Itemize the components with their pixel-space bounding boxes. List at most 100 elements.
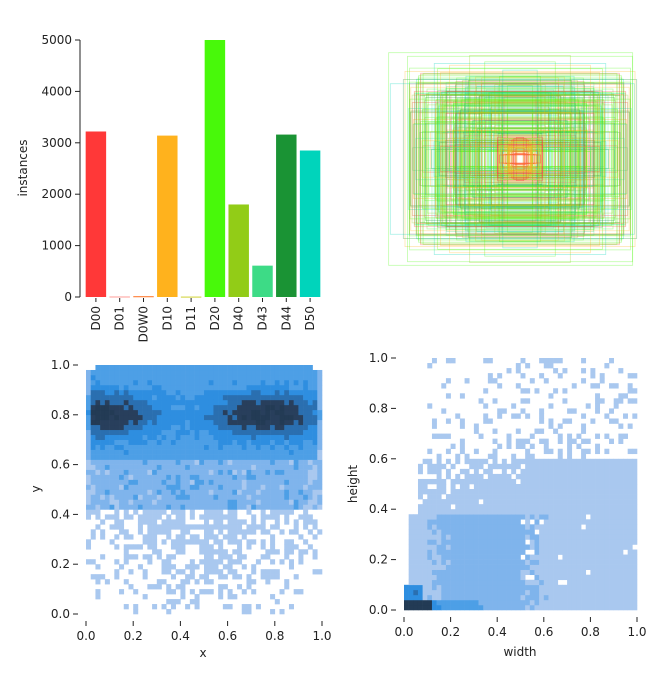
wh-heatmap-cell xyxy=(506,478,512,485)
wh-heatmap-cell xyxy=(511,554,517,560)
wh-heatmap-cell xyxy=(525,504,531,510)
wh-heatmap-cell xyxy=(515,458,521,465)
xy-heatmap-cell xyxy=(255,384,261,391)
wh-heatmap-cell xyxy=(543,448,549,455)
xy-heatmap-cell xyxy=(279,609,285,615)
box-outline xyxy=(460,118,580,200)
xy-heatmap-cell xyxy=(142,369,148,376)
wh-heatmap-cell xyxy=(571,539,577,545)
wh-heatmap-cell xyxy=(627,564,633,570)
bar-x-tick-label: D50 xyxy=(303,306,317,331)
box-outline xyxy=(424,116,616,202)
xy-heatmap-cell xyxy=(123,379,129,386)
box-outline xyxy=(484,61,556,257)
xy-heatmap-cell xyxy=(104,474,110,480)
xy-heatmap-cell xyxy=(213,564,219,570)
wh-heatmap-cell xyxy=(483,478,489,485)
xy-heatmap-cell xyxy=(293,589,299,595)
wh-heatmap-cell xyxy=(599,574,605,581)
box-outline xyxy=(456,111,584,207)
xy-heatmap-cell xyxy=(175,449,181,455)
xy-heatmap-cell xyxy=(303,429,309,436)
wh-heatmap-cell xyxy=(590,383,596,389)
xy-heatmap-cell xyxy=(152,424,158,431)
wh-heatmap-cell xyxy=(497,408,503,414)
xy-heatmap-cell xyxy=(133,424,139,431)
xy-heatmap-cell xyxy=(208,549,214,555)
xy-heatmap-cell xyxy=(194,539,200,545)
box-outline xyxy=(412,124,628,194)
xy-heatmap-cell xyxy=(213,459,219,465)
wh-heatmap-cell xyxy=(408,599,414,606)
xy-heatmap-cell xyxy=(123,489,129,495)
wh-heatmap-cell xyxy=(525,559,531,565)
wh-heatmap-cell xyxy=(623,463,628,470)
xy-heatmap-cell xyxy=(123,514,129,520)
wh-heatmap-cell xyxy=(595,468,601,475)
xy-y-tick-label: 0.4 xyxy=(51,507,70,521)
xy-heatmap-cell xyxy=(170,419,176,426)
wh-heatmap-cell xyxy=(567,494,573,500)
wh-heatmap-cell xyxy=(553,569,559,576)
xy-heatmap-cell xyxy=(279,404,285,411)
wh-heatmap-cell xyxy=(436,569,442,576)
wh-heatmap-cell xyxy=(497,599,503,606)
wh-heatmap-cell xyxy=(487,509,493,515)
box-outline xyxy=(456,98,584,220)
xy-heatmap-cell xyxy=(227,444,233,450)
xy-heatmap-cell xyxy=(175,419,181,426)
box-outline xyxy=(446,129,594,189)
xy-heatmap-cell xyxy=(293,544,299,550)
xy-heatmap-cell xyxy=(260,459,266,465)
wh-heatmap-cell xyxy=(562,594,568,601)
wh-heatmap-cell xyxy=(487,594,493,601)
wh-heatmap-cell xyxy=(534,584,540,591)
xy-heatmap-cell xyxy=(119,454,125,460)
xy-heatmap-cell xyxy=(180,569,186,575)
wh-heatmap-cell xyxy=(529,544,535,550)
xy-heatmap-cell xyxy=(274,524,280,530)
box-outline xyxy=(466,123,574,195)
xy-heatmap-cell xyxy=(95,454,101,460)
xy-heatmap-cell xyxy=(227,384,233,391)
wh-heatmap-cell xyxy=(599,594,605,601)
wh-heatmap-cell xyxy=(632,499,638,505)
wh-heatmap-cell xyxy=(609,539,614,545)
xy-heatmap-cell xyxy=(303,384,309,391)
xy-heatmap-cell xyxy=(86,399,92,406)
xy-heatmap-cell xyxy=(166,564,172,570)
xy-heatmap-cell xyxy=(133,399,139,406)
xy-heatmap-cell xyxy=(232,534,238,540)
xy-heatmap-cell xyxy=(208,365,214,371)
xy-heatmap-cell xyxy=(284,539,290,545)
xy-heatmap-cell xyxy=(133,454,139,460)
wh-heatmap-cell xyxy=(576,468,582,475)
xy-heatmap-cell xyxy=(123,464,129,470)
xy-heatmap-cell xyxy=(260,434,266,440)
wh-heatmap-cell xyxy=(585,484,591,490)
xy-heatmap-cell xyxy=(237,584,243,590)
xy-heatmap-cell xyxy=(175,404,181,411)
xy-heatmap-cell xyxy=(152,374,158,381)
xy-heatmap-cell xyxy=(185,604,191,610)
xy-heatmap-cell xyxy=(293,489,299,495)
wh-heatmap-cell xyxy=(553,534,559,540)
wh-heatmap-cell xyxy=(422,589,428,596)
xy-heatmap-cell xyxy=(142,489,148,495)
xy-heatmap-cell xyxy=(100,419,106,426)
wh-heatmap-cell xyxy=(539,554,545,560)
xy-heatmap-cell xyxy=(128,409,134,416)
xy-heatmap-cell xyxy=(95,444,101,450)
xy-heatmap-cell xyxy=(222,419,228,426)
wh-heatmap-cell xyxy=(609,383,614,389)
xy-heatmap-cell xyxy=(232,404,238,411)
wh-heatmap-cell xyxy=(576,489,582,495)
xy-heatmap-cell xyxy=(270,479,276,485)
box-outline xyxy=(505,153,535,165)
xy-heatmap-cell xyxy=(241,489,247,495)
xy-heatmap-cell xyxy=(95,484,101,490)
wh-heatmap-cell xyxy=(590,494,596,500)
xy-heatmap-cell xyxy=(180,434,186,440)
wh-heatmap-cell xyxy=(590,594,596,601)
wh-heatmap-cell xyxy=(413,554,419,560)
